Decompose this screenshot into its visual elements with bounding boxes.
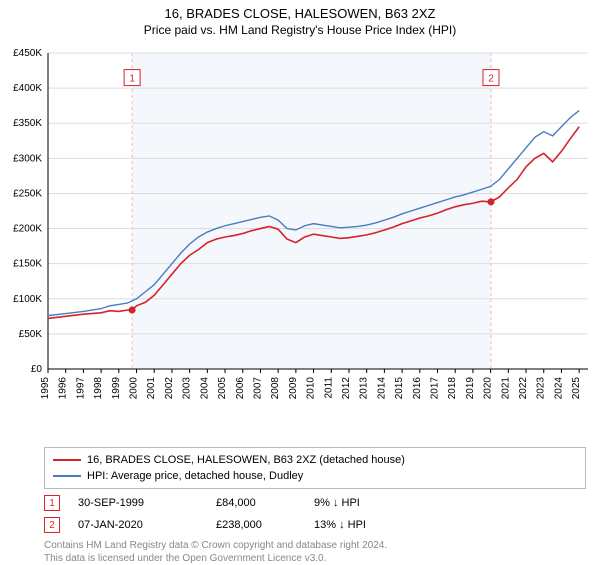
- svg-text:2001: 2001: [146, 377, 157, 400]
- footer-line: This data is licensed under the Open Gov…: [44, 552, 586, 565]
- chart-titles: 16, BRADES CLOSE, HALESOWEN, B63 2XZ Pri…: [0, 0, 600, 39]
- sale-diff: 9% ↓ HPI: [314, 497, 360, 509]
- footer-attribution: Contains HM Land Registry data © Crown c…: [44, 539, 586, 565]
- svg-text:2008: 2008: [270, 377, 281, 400]
- sale-row: 2 07-JAN-2020 £238,000 13% ↓ HPI: [44, 517, 586, 533]
- sale-marker: 1: [44, 495, 60, 511]
- svg-text:1: 1: [129, 74, 135, 85]
- legend-item: 16, BRADES CLOSE, HALESOWEN, B63 2XZ (de…: [53, 452, 577, 468]
- legend-label: HPI: Average price, detached house, Dudl…: [87, 468, 303, 484]
- title-address: 16, BRADES CLOSE, HALESOWEN, B63 2XZ: [0, 6, 600, 21]
- svg-text:£300K: £300K: [13, 153, 42, 164]
- svg-text:2013: 2013: [359, 377, 370, 400]
- svg-text:2016: 2016: [412, 377, 423, 400]
- title-subtitle: Price paid vs. HM Land Registry's House …: [0, 23, 600, 37]
- svg-text:2009: 2009: [288, 377, 299, 400]
- svg-text:2024: 2024: [553, 377, 564, 400]
- svg-text:2022: 2022: [518, 377, 529, 400]
- svg-text:£350K: £350K: [13, 118, 42, 129]
- svg-text:2021: 2021: [500, 377, 511, 400]
- svg-text:2000: 2000: [129, 377, 140, 400]
- svg-text:2015: 2015: [394, 377, 405, 400]
- sale-marker: 2: [44, 517, 60, 533]
- svg-text:2004: 2004: [199, 377, 210, 400]
- svg-text:2011: 2011: [323, 377, 334, 399]
- footer-line: Contains HM Land Registry data © Crown c…: [44, 539, 586, 552]
- svg-text:£200K: £200K: [13, 224, 42, 235]
- svg-text:2012: 2012: [341, 377, 352, 400]
- svg-text:2: 2: [488, 74, 494, 85]
- line-chart: £0 £50K £100K £150K £200K £250K £300K £350K £400…: [0, 39, 600, 439]
- legend-swatch: [53, 475, 81, 477]
- svg-text:2014: 2014: [376, 377, 387, 400]
- sale-date: 07-JAN-2020: [78, 519, 198, 531]
- sale-price: £238,000: [216, 519, 296, 531]
- sale-price: £84,000: [216, 497, 296, 509]
- svg-text:2005: 2005: [217, 377, 228, 400]
- svg-text:£250K: £250K: [13, 188, 42, 199]
- svg-text:1998: 1998: [93, 377, 104, 400]
- svg-text:2020: 2020: [483, 377, 494, 400]
- svg-text:2025: 2025: [571, 377, 582, 400]
- svg-text:2023: 2023: [536, 377, 547, 400]
- sale-rows: 1 30-SEP-1999 £84,000 9% ↓ HPI 2 07-JAN-…: [44, 495, 586, 533]
- svg-text:1995: 1995: [40, 377, 51, 400]
- legend-label: 16, BRADES CLOSE, HALESOWEN, B63 2XZ (de…: [87, 452, 405, 468]
- svg-text:£50K: £50K: [19, 329, 43, 340]
- svg-text:1997: 1997: [75, 377, 86, 400]
- svg-text:2007: 2007: [252, 377, 263, 400]
- svg-text:1996: 1996: [58, 377, 69, 400]
- svg-text:1999: 1999: [111, 377, 122, 400]
- svg-text:£400K: £400K: [13, 83, 42, 94]
- svg-text:£100K: £100K: [13, 294, 42, 305]
- sale-row: 1 30-SEP-1999 £84,000 9% ↓ HPI: [44, 495, 586, 511]
- svg-text:2010: 2010: [306, 377, 317, 400]
- svg-text:2003: 2003: [182, 377, 193, 400]
- svg-text:2017: 2017: [430, 377, 441, 400]
- legend-box: 16, BRADES CLOSE, HALESOWEN, B63 2XZ (de…: [44, 447, 586, 489]
- svg-text:£450K: £450K: [13, 48, 42, 59]
- svg-text:2006: 2006: [235, 377, 246, 400]
- legend-item: HPI: Average price, detached house, Dudl…: [53, 468, 577, 484]
- sale-date: 30-SEP-1999: [78, 497, 198, 509]
- legend-swatch: [53, 459, 81, 461]
- svg-text:2002: 2002: [164, 377, 175, 400]
- svg-text:£0: £0: [31, 364, 43, 375]
- svg-text:2018: 2018: [447, 377, 458, 400]
- sale-diff: 13% ↓ HPI: [314, 519, 366, 531]
- svg-text:2019: 2019: [465, 377, 476, 400]
- svg-text:£150K: £150K: [13, 259, 42, 270]
